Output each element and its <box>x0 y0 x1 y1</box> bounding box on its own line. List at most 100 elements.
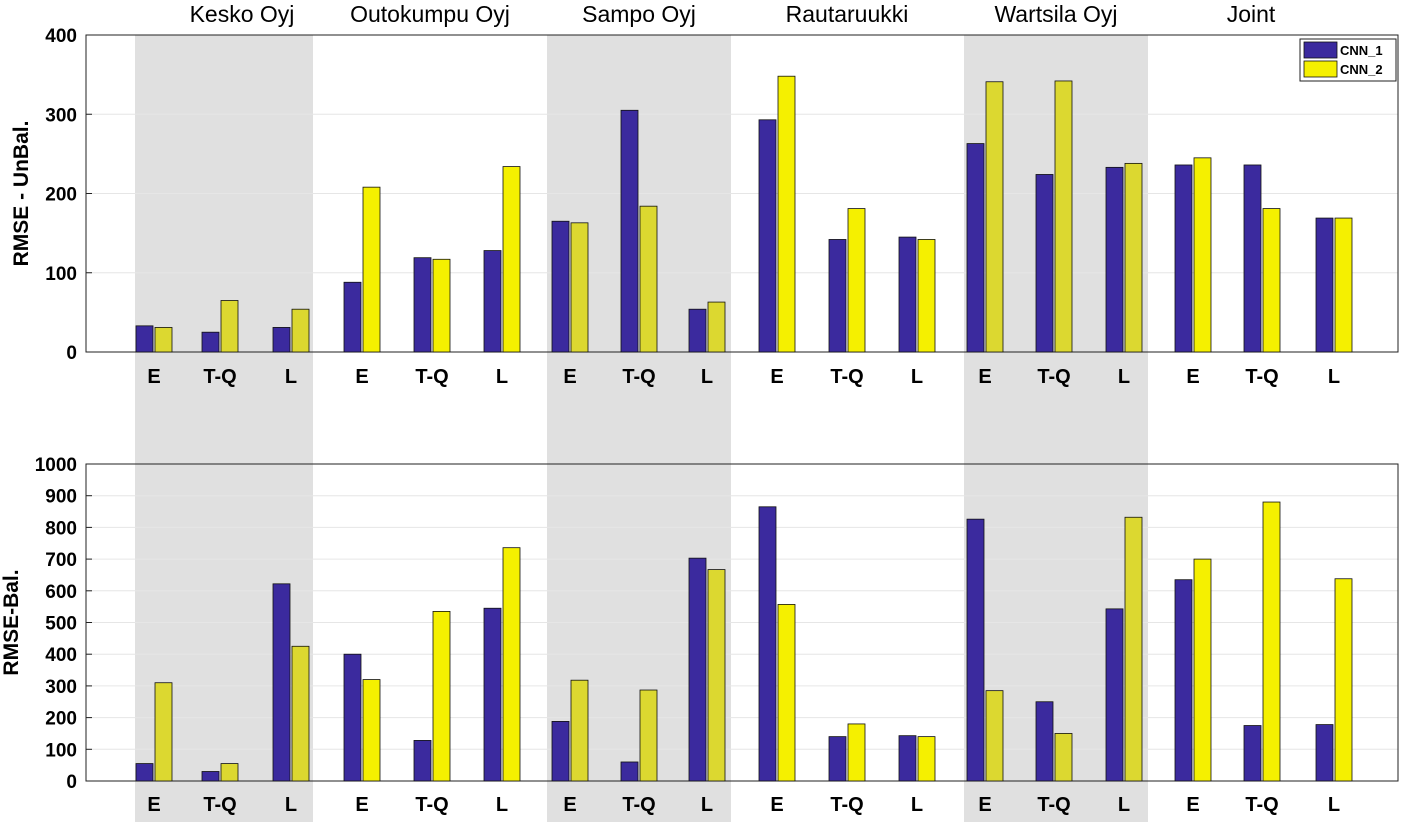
bar-cnn-2 <box>1262 208 1281 353</box>
x-tick-label: E <box>563 794 576 816</box>
x-tick-label: T-Q <box>415 794 448 816</box>
x-tick-label: E <box>355 366 368 388</box>
group-title: Kesko Oyj <box>190 1 295 27</box>
group-title: Sampo Oyj <box>582 1 696 27</box>
y-tick-label: 700 <box>45 550 77 571</box>
y-tick-label: 500 <box>45 614 77 635</box>
bar-cnn-1 <box>1243 164 1262 353</box>
bar-cnn-1 <box>620 109 639 353</box>
x-tick-label: T-Q <box>415 366 448 388</box>
bar-cnn-1 <box>1243 725 1262 782</box>
x-tick-label: L <box>911 794 923 816</box>
bar-cnn-2 <box>1193 558 1212 782</box>
x-tick-label: T-Q <box>1037 794 1070 816</box>
bar-cnn-1 <box>898 236 917 353</box>
legend-swatch-cnn-2 <box>1303 60 1338 78</box>
x-tick-label: E <box>355 794 368 816</box>
bar-cnn-1 <box>272 327 291 353</box>
x-tick-label: T-Q <box>1245 794 1278 816</box>
bar-cnn-1 <box>201 771 220 782</box>
bar-cnn-1 <box>413 740 432 782</box>
bar-cnn-1 <box>828 239 847 353</box>
bar-cnn-2 <box>1334 578 1353 782</box>
y-tick-label: 800 <box>45 518 77 539</box>
group-title: Wartsila Oyj <box>994 1 1117 27</box>
bar-cnn-2 <box>1193 157 1212 353</box>
group-titles: Kesko Oyj Outokumpu Oyj Sampo Oyj Rautaruuk… <box>190 1 1276 27</box>
bar-cnn-1 <box>343 281 362 353</box>
bar-cnn-2 <box>362 679 381 782</box>
bar-cnn-1 <box>1315 724 1334 782</box>
bar-cnn-1 <box>828 736 847 782</box>
bar-cnn-2 <box>1124 162 1143 353</box>
bar-cnn-1 <box>1174 164 1193 353</box>
bar-cnn-2 <box>1124 516 1143 782</box>
bar-cnn-2 <box>917 239 936 353</box>
group-title: Outokumpu Oyj <box>350 1 510 27</box>
x-tick-label: E <box>770 794 783 816</box>
x-tick-label: E <box>1186 794 1199 816</box>
bar-cnn-1 <box>758 119 777 353</box>
bar-cnn-2 <box>502 547 521 782</box>
bar-cnn-2 <box>1054 733 1073 782</box>
bar-cnn-2 <box>847 723 866 782</box>
x-tick-label: E <box>147 366 160 388</box>
bar-cnn-1 <box>1105 166 1124 353</box>
x-tick-label: L <box>911 366 923 388</box>
bar-cnn-1 <box>551 220 570 353</box>
y-tick-label: 200 <box>45 185 77 206</box>
y-tick-label: 0 <box>66 772 77 793</box>
bar-cnn-1 <box>413 257 432 353</box>
x-tick-label: T-Q <box>1245 366 1278 388</box>
bar-cnn-2 <box>154 682 173 782</box>
bar-cnn-1 <box>551 721 570 782</box>
bar-cnn-1 <box>483 607 502 782</box>
x-tick-label: T-Q <box>622 366 655 388</box>
x-tick-label: T-Q <box>830 794 863 816</box>
x-tick-label: T-Q <box>1037 366 1070 388</box>
bar-cnn-1 <box>1315 217 1334 353</box>
y-tick-label: 0 <box>66 343 77 364</box>
bar-cnn-2 <box>639 205 658 353</box>
bar-cnn-2 <box>985 81 1004 353</box>
bar-cnn-2 <box>220 300 239 353</box>
panel-balanced: 0 100 200 300 400 500 600 700 800 900 1000 RMSE-Bal… <box>0 455 1399 816</box>
group-title: Joint <box>1227 1 1276 27</box>
legend-label-cnn-1: CNN_1 <box>1340 43 1383 58</box>
bar-cnn-2 <box>432 611 451 782</box>
bar-cnn-2 <box>220 763 239 782</box>
bar-cnn-1 <box>758 506 777 782</box>
bar-cnn-2 <box>917 736 936 782</box>
bar-cnn-2 <box>1054 80 1073 353</box>
x-tick-label: L <box>496 366 508 388</box>
bar-cnn-2 <box>639 689 658 782</box>
bar-cnn-1 <box>1105 608 1124 782</box>
bar-cnn-2 <box>1334 217 1353 353</box>
bar-cnn-1 <box>1174 579 1193 782</box>
bar-cnn-2 <box>847 208 866 353</box>
x-tick-label: E <box>1186 366 1199 388</box>
x-tick-label: L <box>285 366 297 388</box>
bar-cnn-2 <box>707 569 726 782</box>
y-tick-label: 300 <box>45 105 77 126</box>
x-tick-label: E <box>770 366 783 388</box>
bar-cnn-1 <box>272 583 291 782</box>
bar-cnn-1 <box>343 653 362 782</box>
y-tick-label: 100 <box>45 264 77 285</box>
x-tick-label: T-Q <box>622 794 655 816</box>
bar-cnn-2 <box>362 186 381 353</box>
bar-cnn-1 <box>966 518 985 782</box>
y-axis-label: RMSE-Bal. <box>0 569 23 675</box>
x-tick-label: E <box>563 366 576 388</box>
x-tick-label: L <box>1118 794 1130 816</box>
y-tick-label: 300 <box>45 677 77 698</box>
bar-cnn-1 <box>201 331 220 353</box>
y-tick-label: 600 <box>45 582 77 603</box>
y-tick-label: 200 <box>45 709 77 730</box>
bar-cnn-2 <box>570 222 589 353</box>
bar-cnn-1 <box>688 557 707 782</box>
x-tick-label: E <box>978 366 991 388</box>
x-tick-label: L <box>1328 366 1340 388</box>
bar-cnn-1 <box>1035 701 1054 782</box>
